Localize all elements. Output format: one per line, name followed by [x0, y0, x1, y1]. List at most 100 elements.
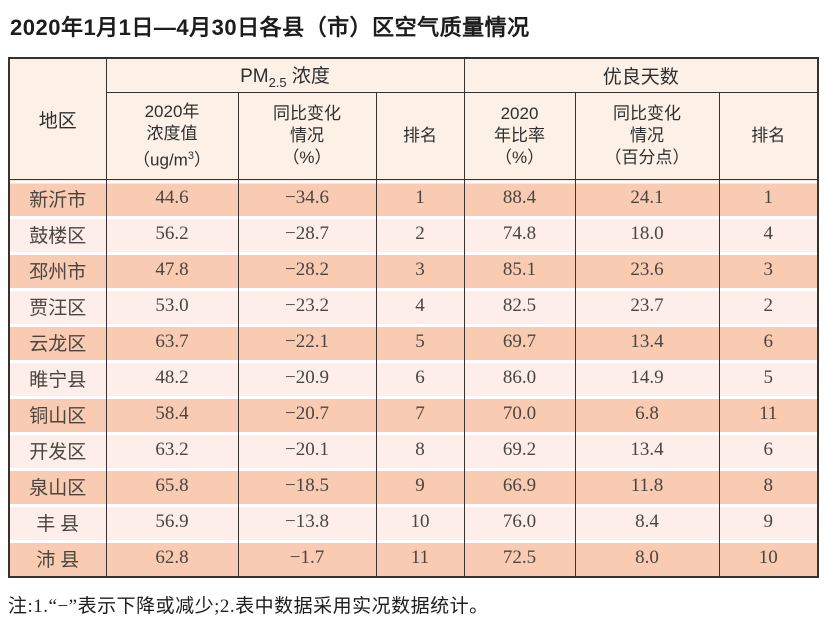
- good-rank-cell: 1: [718, 179, 819, 216]
- pm-value-cell: 44.6: [105, 179, 239, 216]
- pm-rank-cell: 5: [375, 324, 465, 360]
- good-rate-cell: 86.0: [463, 360, 576, 396]
- pm-value-unit: （ug/m3）: [133, 149, 211, 170]
- pm-value-cell: 65.8: [105, 468, 239, 504]
- good-rate-cell: 70.0: [463, 396, 576, 432]
- table-row: 贾汪区 53.0 −23.2 4 82.5 23.7 2: [8, 288, 819, 324]
- pm25-subscript: 2.5: [268, 74, 287, 90]
- good-change-cell: 24.1: [574, 179, 720, 216]
- col-header-region: 地区: [8, 57, 107, 180]
- pm-change-cell: −28.7: [237, 216, 377, 252]
- air-quality-table: 地区 PM2.5 浓度 优良天数 2020年 浓度值 （ug/m3） 同比变化 …: [8, 57, 820, 578]
- region-cell: 睢宁县: [8, 360, 107, 396]
- col-group-pm25: PM2.5 浓度: [105, 57, 465, 93]
- region-cell: 沛 县: [8, 540, 107, 577]
- good-rate-cell: 74.8: [463, 216, 576, 252]
- table-row: 睢宁县 48.2 −20.9 6 86.0 14.9 5: [8, 360, 819, 396]
- pm-rank-cell: 3: [375, 252, 465, 288]
- pm-value-line1: 2020年: [144, 101, 200, 121]
- footnote: 注:1.“−”表示下降或减少;2.表中数据采用实况数据统计。: [8, 596, 489, 617]
- pm-rank-cell: 6: [375, 360, 465, 396]
- sub-header-row: 2020年 浓度值 （ug/m3） 同比变化 情况 （%） 排名 2020 年比…: [9, 92, 819, 180]
- good-rank-cell: 9: [718, 504, 819, 540]
- pm-rank-cell: 2: [375, 216, 465, 252]
- good-rate-cell: 69.7: [463, 324, 576, 360]
- good-change-cell: 11.8: [574, 468, 720, 504]
- pm-change-cell: −13.8: [237, 504, 377, 540]
- table-row: 鼓楼区 56.2 −28.7 2 74.8 18.0 4: [8, 216, 819, 252]
- region-cell: 开发区: [8, 432, 107, 468]
- group-header-row: 地区 PM2.5 浓度 优良天数: [8, 57, 819, 180]
- good-change-cell: 14.9: [574, 360, 720, 396]
- good-rate-cell: 72.5: [463, 540, 576, 577]
- pm-value-cell: 58.4: [105, 396, 239, 432]
- good-rate-cell: 85.1: [463, 252, 576, 288]
- good-rank-cell: 3: [718, 252, 819, 288]
- pm25-prefix: PM: [240, 66, 269, 88]
- pm-change-cell: −1.7: [237, 540, 377, 577]
- table-row: 邳州市 47.8 −28.2 3 85.1 23.6 3: [8, 252, 819, 288]
- good-change-cell: 13.4: [574, 432, 720, 468]
- pm-value-cell: 62.8: [105, 540, 239, 577]
- table-row: 丰 县 56.9 −13.8 10 76.0 8.4 9: [8, 504, 819, 540]
- good-rate-cell: 69.2: [463, 432, 576, 468]
- table-row: 开发区 63.2 −20.1 8 69.2 13.4 6: [8, 432, 819, 468]
- region-cell: 丰 县: [8, 504, 107, 540]
- good-rank-cell: 11: [718, 396, 819, 432]
- region-cell: 新沂市: [8, 179, 107, 216]
- pm-rank-cell: 7: [375, 396, 465, 432]
- good-rank-cell: 5: [718, 360, 819, 396]
- col-header-pm-value: 2020年 浓度值 （ug/m3）: [105, 92, 239, 180]
- pm-change-cell: −20.7: [237, 396, 377, 432]
- col-header-pm-change: 同比变化 情况 （%）: [237, 92, 377, 180]
- region-cell: 贾汪区: [8, 288, 107, 324]
- col-header-good-change: 同比变化 情况 （百分点）: [574, 92, 720, 180]
- pm-change-cell: −23.2: [237, 288, 377, 324]
- pm-change-cell: −18.5: [237, 468, 377, 504]
- pm-value-cell: 47.8: [105, 252, 239, 288]
- region-cell: 云龙区: [8, 324, 107, 360]
- pm-value-cell: 63.7: [105, 324, 239, 360]
- col-group-good-days: 优良天数: [463, 57, 819, 93]
- region-cell: 鼓楼区: [8, 216, 107, 252]
- good-change-cell: 23.6: [574, 252, 720, 288]
- good-rank-cell: 2: [718, 288, 819, 324]
- table-row: 沛 县 62.8 −1.7 11 72.5 8.0 10: [8, 540, 819, 577]
- good-change-cell: 8.0: [574, 540, 720, 577]
- unit-superscript: 3: [187, 149, 194, 162]
- good-change-cell: 18.0: [574, 216, 720, 252]
- pm-rank-cell: 4: [375, 288, 465, 324]
- col-header-good-rate: 2020 年比率 （%）: [463, 92, 576, 180]
- pm-value-cell: 56.9: [105, 504, 239, 540]
- pm-rank-cell: 1: [375, 179, 465, 216]
- good-rank-cell: 4: [718, 216, 819, 252]
- pm-change-cell: −20.9: [237, 360, 377, 396]
- pm-rank-cell: 9: [375, 468, 465, 504]
- good-change-cell: 8.4: [574, 504, 720, 540]
- region-cell: 邳州市: [8, 252, 107, 288]
- good-rate-cell: 82.5: [463, 288, 576, 324]
- pm-rank-cell: 11: [375, 540, 465, 577]
- good-rate-cell: 88.4: [463, 179, 576, 216]
- good-change-cell: 23.7: [574, 288, 720, 324]
- table-row: 云龙区 63.7 −22.1 5 69.7 13.4 6: [8, 324, 819, 360]
- pm-rank-cell: 8: [375, 432, 465, 468]
- pm-value-cell: 48.2: [105, 360, 239, 396]
- table-row: 泉山区 65.8 −18.5 9 66.9 11.8 8: [8, 468, 819, 504]
- good-change-cell: 6.8: [574, 396, 720, 432]
- good-rank-cell: 6: [718, 432, 819, 468]
- table-row: 新沂市 44.6 −34.6 1 88.4 24.1 1: [8, 179, 819, 216]
- pm-value-cell: 63.2: [105, 432, 239, 468]
- good-rank-cell: 8: [718, 468, 819, 504]
- pm-value-cell: 56.2: [105, 216, 239, 252]
- good-change-cell: 13.4: [574, 324, 720, 360]
- good-rank-cell: 10: [718, 540, 819, 577]
- page-title: 2020年1月1日—4月30日各县（市）区空气质量情况: [10, 15, 530, 40]
- table-row: 铜山区 58.4 −20.7 7 70.0 6.8 11: [8, 396, 819, 432]
- pm25-suffix: 浓度: [286, 66, 330, 88]
- good-rank-cell: 6: [718, 324, 819, 360]
- good-rate-cell: 66.9: [463, 468, 576, 504]
- region-cell: 铜山区: [8, 396, 107, 432]
- pm-change-cell: −20.1: [237, 432, 377, 468]
- region-cell: 泉山区: [8, 468, 107, 504]
